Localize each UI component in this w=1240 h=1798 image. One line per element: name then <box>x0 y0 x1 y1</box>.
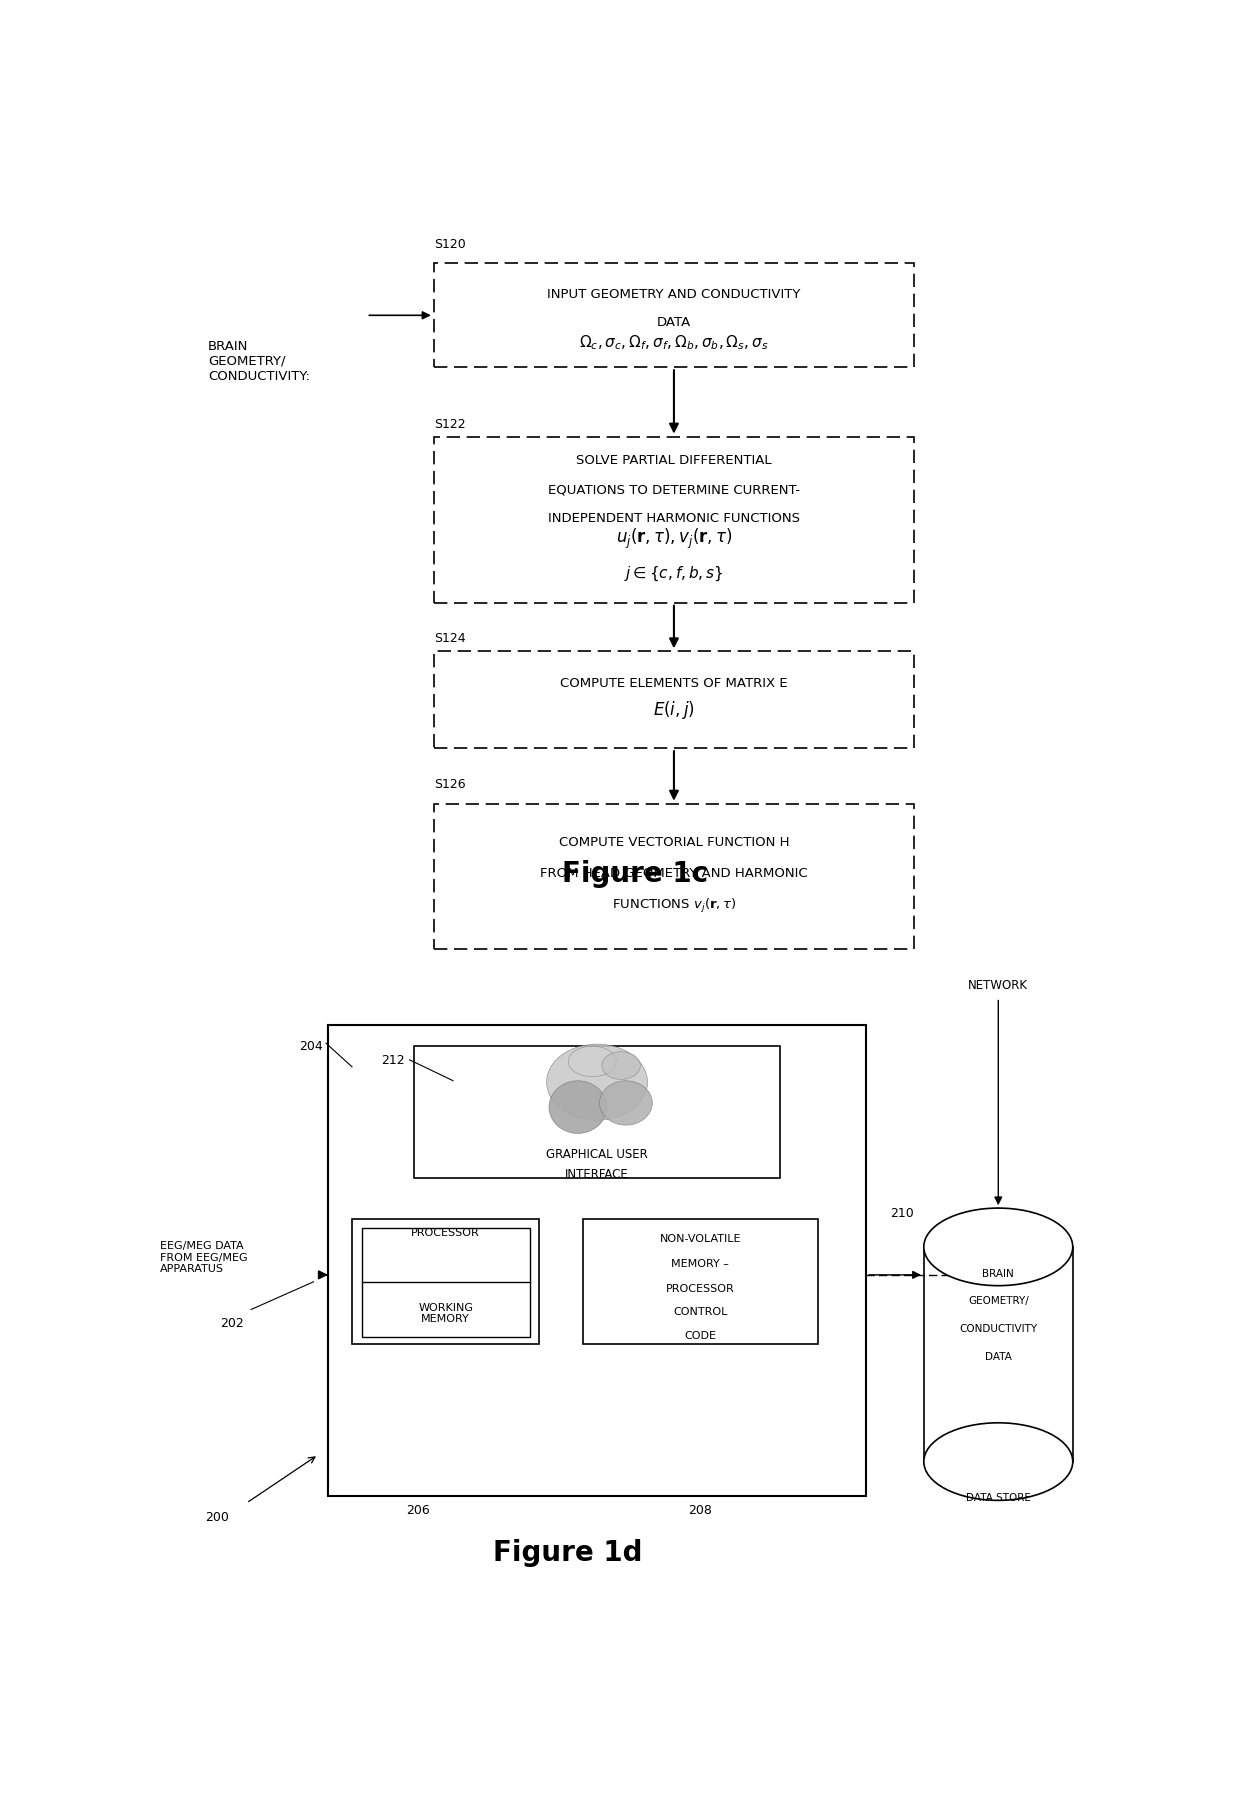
Text: CODE: CODE <box>684 1331 717 1340</box>
Text: Figure 1c: Figure 1c <box>563 859 708 888</box>
Text: DATA: DATA <box>657 315 691 329</box>
Bar <box>362 1282 529 1338</box>
Bar <box>434 804 914 949</box>
Text: WORKING
MEMORY: WORKING MEMORY <box>418 1302 474 1323</box>
Text: DATA STORE: DATA STORE <box>966 1492 1030 1501</box>
Text: 206: 206 <box>405 1503 429 1516</box>
Text: 212: 212 <box>381 1054 404 1066</box>
Text: BRAIN: BRAIN <box>982 1268 1014 1278</box>
Text: INDEPENDENT HARMONIC FUNCTIONS: INDEPENDENT HARMONIC FUNCTIONS <box>548 512 800 525</box>
Ellipse shape <box>568 1046 616 1077</box>
Text: INPUT GEOMETRY AND CONDUCTIVITY: INPUT GEOMETRY AND CONDUCTIVITY <box>547 288 801 300</box>
Text: FUNCTIONS $v_j(\mathbf{r},\tau)$: FUNCTIONS $v_j(\mathbf{r},\tau)$ <box>611 897 737 915</box>
Text: 208: 208 <box>688 1503 712 1516</box>
Text: NETWORK: NETWORK <box>968 978 1028 991</box>
Text: CONTROL: CONTROL <box>673 1307 728 1316</box>
Text: S122: S122 <box>434 417 465 430</box>
Text: S126: S126 <box>434 777 465 791</box>
Text: EEG/MEG DATA
FROM EEG/MEG
APPARATUS: EEG/MEG DATA FROM EEG/MEG APPARATUS <box>160 1241 248 1273</box>
Bar <box>924 1248 1073 1462</box>
Bar <box>327 1025 867 1496</box>
Ellipse shape <box>547 1045 647 1120</box>
Text: $E(i,j)$: $E(i,j)$ <box>653 699 694 721</box>
Ellipse shape <box>599 1081 652 1126</box>
Text: $u_j(\mathbf{r},\tau), v_j(\mathbf{r},\tau)$: $u_j(\mathbf{r},\tau), v_j(\mathbf{r},\t… <box>616 527 732 550</box>
Text: 202: 202 <box>219 1316 244 1331</box>
Text: $\Omega_c, \sigma_c, \Omega_f, \sigma_f, \Omega_b, \sigma_b, \Omega_s, \sigma_s$: $\Omega_c, \sigma_c, \Omega_f, \sigma_f,… <box>579 333 769 351</box>
Text: BRAIN
GEOMETRY/
CONDUCTIVITY:: BRAIN GEOMETRY/ CONDUCTIVITY: <box>208 340 310 383</box>
Text: SOLVE PARTIAL DIFFERENTIAL: SOLVE PARTIAL DIFFERENTIAL <box>577 453 771 467</box>
Text: 200: 200 <box>206 1510 229 1523</box>
Text: $j \in \{c, f, b, s\}$: $j \in \{c, f, b, s\}$ <box>624 565 724 583</box>
Text: NON-VOLATILE: NON-VOLATILE <box>660 1233 742 1244</box>
Text: 210: 210 <box>890 1206 914 1219</box>
Bar <box>434 437 914 604</box>
Bar <box>434 653 914 748</box>
Ellipse shape <box>601 1052 640 1081</box>
Text: S124: S124 <box>434 631 465 645</box>
Bar <box>362 1228 529 1284</box>
Text: 204: 204 <box>299 1039 324 1052</box>
Bar <box>352 1219 539 1345</box>
Text: GEOMETRY/: GEOMETRY/ <box>968 1296 1029 1305</box>
Text: COMPUTE VECTORIAL FUNCTION H: COMPUTE VECTORIAL FUNCTION H <box>559 836 789 849</box>
Text: MEMORY –: MEMORY – <box>671 1259 729 1268</box>
Bar <box>434 264 914 369</box>
Text: FROM HEAD GEOMETRY AND HARMONIC: FROM HEAD GEOMETRY AND HARMONIC <box>541 867 807 879</box>
Ellipse shape <box>549 1081 606 1135</box>
Ellipse shape <box>924 1208 1073 1286</box>
Ellipse shape <box>924 1422 1073 1501</box>
Text: EQUATIONS TO DETERMINE CURRENT-: EQUATIONS TO DETERMINE CURRENT- <box>548 484 800 496</box>
Text: COMPUTE ELEMENTS OF MATRIX E: COMPUTE ELEMENTS OF MATRIX E <box>560 676 787 690</box>
Text: S120: S120 <box>434 237 465 250</box>
Text: GRAPHICAL USER: GRAPHICAL USER <box>546 1147 649 1160</box>
Text: PROCESSOR: PROCESSOR <box>412 1226 480 1237</box>
Text: Figure 1d: Figure 1d <box>494 1537 644 1566</box>
Text: PROCESSOR: PROCESSOR <box>666 1284 735 1293</box>
Text: DATA: DATA <box>985 1350 1012 1361</box>
Text: INTERFACE: INTERFACE <box>565 1167 629 1179</box>
Bar <box>414 1046 780 1178</box>
Text: CONDUCTIVITY: CONDUCTIVITY <box>960 1323 1038 1334</box>
Bar <box>583 1219 818 1345</box>
